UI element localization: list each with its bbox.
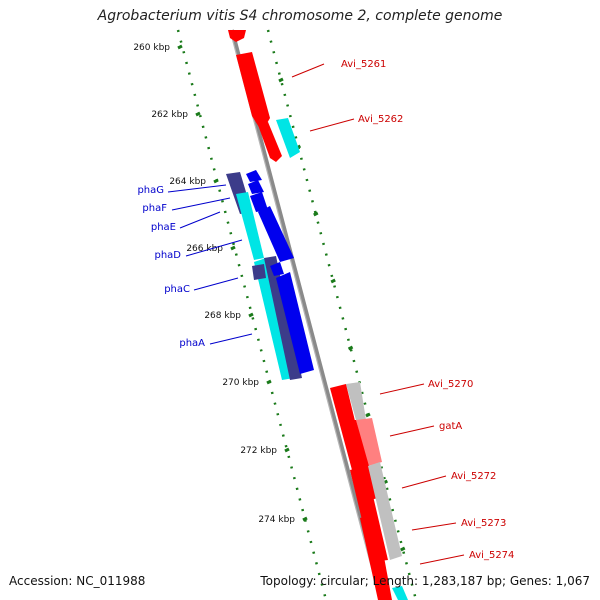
- gene-arrow[interactable]: [270, 262, 284, 276]
- gene-label[interactable]: phaA: [179, 338, 205, 349]
- gene-features: [226, 30, 408, 600]
- gene-arrow[interactable]: [276, 272, 314, 374]
- tick-label: 272 kbp: [240, 446, 277, 456]
- gene-arrow[interactable]: [228, 30, 246, 42]
- gene-label-leader: [389, 425, 435, 437]
- gene-arrow[interactable]: [236, 52, 270, 132]
- gene-label-leader: [171, 197, 231, 211]
- map-title: Agrobacterium vitis S4 chromosome 2, com…: [97, 8, 503, 24]
- tick-marks: 260 kbp 262 kbp 264 kbp 266 kbp 268 kbp 270 k…: [133, 43, 406, 552]
- gene-label-leader: [193, 277, 239, 291]
- gene-arrow[interactable]: [248, 180, 264, 194]
- gene-label[interactable]: Avi_5272: [451, 471, 496, 482]
- accession-text: Accession: NC_011988: [9, 574, 146, 588]
- gene-label-leader: [209, 333, 253, 345]
- gene-label-leader: [419, 554, 465, 565]
- tick-label: 274 kbp: [258, 515, 295, 525]
- chromosome-backbone-highlight: [229, 29, 381, 600]
- gene-label[interactable]: Avi_5274: [469, 550, 514, 561]
- gene-label[interactable]: Avi_5270: [428, 379, 473, 390]
- gene-label-leader: [401, 475, 447, 489]
- gene-label-leader: [411, 522, 457, 531]
- gene-label[interactable]: phaF: [142, 203, 167, 214]
- cds-block[interactable]: [356, 418, 382, 466]
- tick-label: 268 kbp: [204, 311, 241, 321]
- tick-mark: [302, 516, 308, 522]
- gene-label[interactable]: phaG: [137, 185, 164, 196]
- cds-block[interactable]: [236, 192, 264, 260]
- tick-mark: [248, 312, 254, 318]
- tick-mark: [313, 211, 319, 217]
- gene-label[interactable]: Avi_5262: [358, 114, 403, 125]
- tick-label: 262 kbp: [151, 110, 188, 120]
- tick-mark: [365, 412, 371, 418]
- tick-mark: [400, 546, 406, 552]
- gene-arrow[interactable]: [250, 192, 268, 212]
- gene-arrow[interactable]: [258, 206, 294, 262]
- tick-mark: [195, 111, 201, 117]
- gene-label-leader: [379, 383, 425, 395]
- gene-label[interactable]: Avi_5273: [461, 518, 506, 529]
- tick-label: 264 kbp: [169, 177, 206, 187]
- cds-block[interactable]: [392, 586, 408, 600]
- gene-arrow[interactable]: [246, 170, 262, 182]
- pseudo-block[interactable]: [368, 462, 402, 560]
- cds-block[interactable]: [276, 118, 300, 158]
- tick-mark: [266, 379, 272, 385]
- tick-mark: [213, 178, 219, 184]
- cds-block[interactable]: [252, 264, 266, 280]
- gene-label-leader: [167, 184, 227, 193]
- gene-label-leader: [179, 211, 221, 229]
- pseudo-block[interactable]: [346, 382, 366, 420]
- tick-mark: [177, 44, 183, 50]
- gene-label[interactable]: phaE: [151, 222, 176, 233]
- tick-label: 260 kbp: [133, 43, 170, 53]
- tick-mark: [347, 345, 354, 351]
- tick-label: 266 kbp: [186, 244, 223, 254]
- genome-summary-text: Topology: circular; Length: 1,283,187 bp…: [260, 574, 590, 588]
- gene-label-leader: [185, 239, 243, 257]
- gene-label-leader: [291, 63, 325, 78]
- tick-mark: [284, 447, 290, 453]
- gene-label[interactable]: gatA: [439, 421, 462, 432]
- gene-arrow[interactable]: [258, 122, 282, 162]
- gene-arrow[interactable]: [360, 514, 392, 600]
- chromosome-backbone: [230, 29, 384, 600]
- tick-mark: [278, 77, 284, 83]
- tick-mark: [230, 245, 236, 251]
- cds-block[interactable]: [264, 256, 302, 380]
- gene-label[interactable]: phaC: [164, 284, 190, 295]
- gene-label[interactable]: Avi_5261: [341, 59, 386, 70]
- tick-label: 270 kbp: [222, 378, 259, 388]
- tick-mark: [330, 278, 336, 284]
- gene-label[interactable]: phaD: [154, 250, 181, 261]
- gene-label-leader: [309, 118, 355, 132]
- gene-labels: Avi_5261 Avi_5262 Avi_5270 gatA Avi_5272 Avi_…: [137, 59, 514, 565]
